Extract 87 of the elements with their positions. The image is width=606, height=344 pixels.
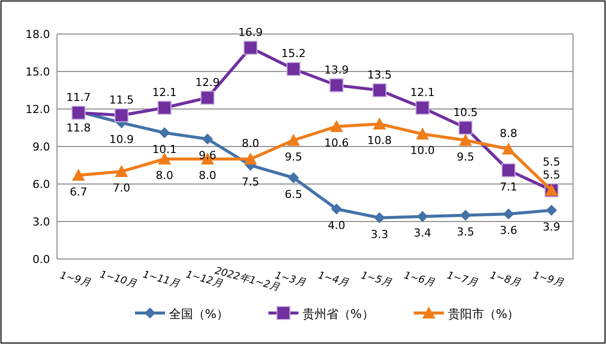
data-label: 8.0 [242, 137, 260, 150]
point [330, 78, 344, 92]
data-label: 11.8 [66, 122, 91, 134]
point [115, 165, 128, 177]
point [200, 90, 214, 105]
x-tick-label: 1~9月 [532, 270, 565, 289]
x-tick-label: 1~4月 [316, 270, 350, 289]
data-label: 15.2 [281, 47, 306, 60]
x-tick-label: 1~5月 [360, 270, 393, 289]
point [158, 152, 171, 164]
data-label: 3.3 [370, 228, 388, 241]
point [286, 62, 300, 76]
data-label: 7.0 [112, 182, 130, 194]
data-label: 3.6 [500, 224, 518, 237]
data-label: 10.6 [324, 136, 349, 150]
point [244, 152, 257, 164]
data-label: 7.1 [500, 180, 518, 194]
data-label: 8.0 [156, 169, 174, 182]
data-label: 12.1 [410, 86, 435, 99]
point [546, 204, 557, 216]
point [417, 211, 428, 222]
point [502, 163, 516, 178]
x-tick-label: 1~11月 [142, 269, 181, 290]
data-label: 10.9 [109, 132, 134, 146]
point [159, 127, 170, 138]
data-label: 11.7 [66, 90, 91, 104]
data-label: 8.0 [198, 169, 216, 182]
point [72, 168, 85, 181]
legend-item: 贵州省（%） [268, 306, 374, 321]
data-label: 13.5 [367, 68, 392, 82]
y-tick-label: 0.0 [32, 253, 50, 266]
point [460, 210, 471, 221]
data-label: 3.5 [456, 225, 474, 238]
data-label: 10.1 [152, 142, 177, 156]
data-label: 5.5 [542, 168, 560, 182]
y-tick-label: 18.0 [26, 28, 50, 41]
point [330, 120, 343, 132]
data-label: 3.4 [414, 226, 432, 240]
x-tick-label: 1~8月 [488, 270, 522, 289]
x-tick-label: 1~10月 [98, 269, 138, 290]
point [72, 106, 86, 120]
point [331, 204, 342, 214]
data-label: 9.5 [456, 150, 474, 164]
legend-item: 贵阳市（%） [414, 306, 520, 321]
data-label: 10.5 [453, 106, 478, 119]
legend-label: 贵阳市（%） [448, 307, 520, 321]
data-label: 13.9 [324, 63, 349, 76]
point [502, 142, 515, 154]
data-label: 3.9 [542, 220, 560, 234]
data-label: 6.5 [284, 188, 302, 201]
x-tick-label: 1~6月 [402, 270, 436, 289]
point [372, 83, 386, 98]
y-tick-label: 3.0 [32, 216, 50, 228]
point [416, 128, 429, 140]
x-tick-label: 1~9月 [58, 270, 92, 289]
y-tick-label: 15.0 [26, 66, 50, 78]
point [458, 120, 472, 135]
point [158, 100, 172, 115]
data-label: 11.5 [109, 93, 134, 106]
data-label: 10.0 [410, 144, 435, 157]
point [373, 118, 386, 130]
legend-item: 全国（%） [135, 307, 228, 321]
data-label: 9.5 [284, 150, 302, 164]
data-label: 12.1 [152, 86, 177, 99]
point [459, 134, 472, 146]
y-tick-label: 9.0 [32, 140, 50, 154]
data-label: 7.5 [242, 175, 260, 188]
legend-label: 贵州省（%） [302, 307, 374, 321]
point [374, 212, 385, 224]
point [503, 208, 514, 220]
y-tick-label: 6.0 [32, 178, 50, 191]
data-label: 10.8 [367, 134, 392, 147]
data-label: 5.5 [542, 155, 560, 168]
point [287, 134, 300, 146]
point [244, 40, 258, 55]
legend-label: 全国（%） [169, 307, 228, 321]
data-label: 4.0 [328, 219, 346, 232]
data-label: 6.7 [70, 185, 88, 198]
point [288, 172, 299, 184]
data-label: 16.9 [238, 26, 263, 39]
x-tick-label: 1~7月 [446, 270, 479, 289]
point [114, 108, 128, 122]
data-label: 8.8 [500, 127, 518, 140]
point [416, 100, 430, 115]
point [202, 134, 213, 144]
data-label: 12.9 [195, 76, 220, 89]
y-tick-label: 12.0 [26, 103, 50, 116]
